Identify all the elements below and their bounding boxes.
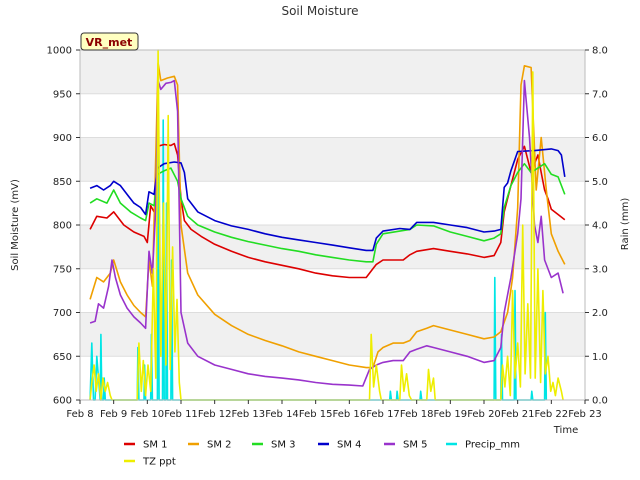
- y2-tick-label: 1.0: [592, 352, 608, 363]
- x-tick-label: Feb 22: [535, 409, 569, 420]
- x-axis: Feb 8 Feb 9 Feb 10 Feb 11 Feb 12 Feb 13 Feb 14…: [66, 400, 602, 420]
- x-tick-label: Feb 19: [434, 409, 468, 420]
- y-tick-label: 650: [53, 352, 72, 363]
- y-tick-label: 1000: [47, 46, 72, 57]
- legend: SM 1 SM 2 SM 3 SM 4 SM 5 Precip_mm TZ ppt: [124, 440, 520, 468]
- legend-label: TZ ppt: [142, 457, 176, 468]
- series-line-sm-3: [89, 162, 566, 263]
- station-badge: VR_met: [80, 32, 139, 51]
- x-tick-label: Feb 14: [265, 409, 299, 420]
- y2-tick-label: 8.0: [592, 46, 608, 57]
- y-tick-label: 950: [53, 89, 72, 100]
- y-tick-label: 700: [53, 308, 72, 319]
- badge-box: [80, 32, 139, 51]
- series-line-sm-4: [89, 148, 566, 252]
- x-tick-label: Feb 10: [131, 409, 165, 420]
- legend-item: SM 4: [318, 440, 362, 451]
- y2-tick-label: 4.0: [592, 221, 608, 232]
- legend-item: SM 5: [384, 440, 428, 451]
- legend-label: SM 4: [337, 440, 362, 451]
- badge-label: VR_met: [86, 36, 133, 49]
- legend-item: Precip_mm: [446, 440, 520, 451]
- legend-label: SM 5: [403, 440, 428, 451]
- x-tick-label: Feb 8: [66, 409, 93, 420]
- series-line-sm-5: [89, 79, 564, 387]
- x-axis-label: Time: [553, 425, 578, 436]
- x-tick-label: Feb 13: [232, 409, 266, 420]
- x-tick-label: Feb 16: [333, 409, 367, 420]
- band: [80, 50, 585, 94]
- legend-label: SM 3: [271, 440, 296, 451]
- legend-item: SM 3: [252, 440, 296, 451]
- y-tick-label: 600: [53, 396, 72, 407]
- y-tick-label: 900: [53, 133, 72, 144]
- y2-tick-label: 2.0: [592, 308, 608, 319]
- x-tick-label: Feb 17: [366, 409, 400, 420]
- y2-axis-label: Rain (mm): [620, 198, 631, 251]
- y2-tick-label: 0.0: [592, 396, 608, 407]
- x-tick-label: Feb 9: [100, 409, 127, 420]
- y-axis-left: 600 650 700 750 800 850 900 950 1000: [47, 46, 80, 407]
- x-tick-label: Feb 12: [198, 409, 232, 420]
- legend-item: TZ ppt: [124, 457, 176, 468]
- y-tick-label: 750: [53, 264, 72, 275]
- y2-tick-label: 7.0: [592, 89, 608, 100]
- y2-tick-label: 6.0: [592, 133, 608, 144]
- y-axis-label: Soil Moisture (mV): [10, 179, 21, 271]
- x-tick-label: Feb 20: [467, 409, 501, 420]
- x-tick-label: Feb 18: [400, 409, 434, 420]
- legend-label: SM 2: [207, 440, 232, 451]
- y-tick-label: 800: [53, 221, 72, 232]
- y-axis-right: 0.0 1.0 2.0 3.0 4.0 5.0 6.0 7.0 8.0: [585, 46, 608, 407]
- x-tick-label: Feb 23: [568, 409, 602, 420]
- y2-tick-label: 3.0: [592, 264, 608, 275]
- y2-tick-label: 5.0: [592, 177, 608, 188]
- x-tick-label: Feb 11: [164, 409, 198, 420]
- legend-label: Precip_mm: [465, 440, 520, 451]
- legend-item: SM 2: [188, 440, 232, 451]
- y-tick-label: 850: [53, 177, 72, 188]
- legend-item: SM 1: [124, 440, 168, 451]
- band: [80, 225, 585, 269]
- x-tick-label: Feb 21: [501, 409, 535, 420]
- x-tick-label: Feb 15: [299, 409, 333, 420]
- chart-title: Soil Moisture: [281, 4, 358, 18]
- legend-label: SM 1: [143, 440, 168, 451]
